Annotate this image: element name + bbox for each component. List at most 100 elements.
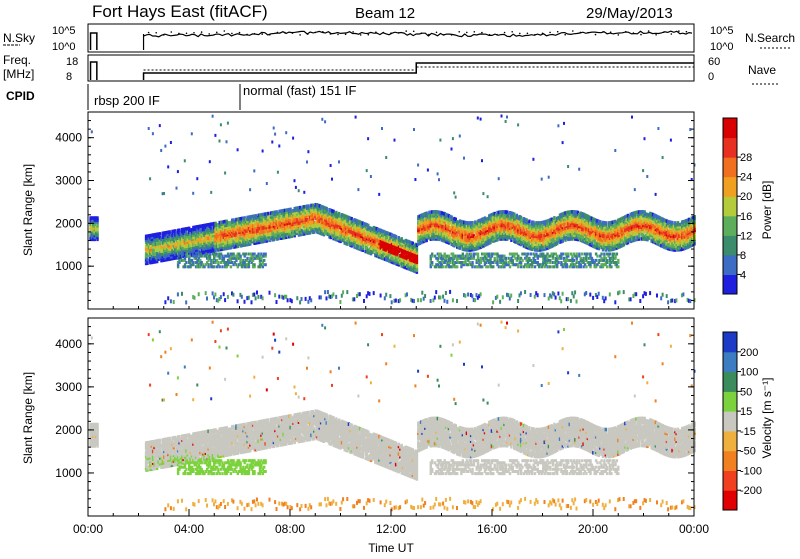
power-cell xyxy=(385,293,387,297)
noise-panel: N.Sky 10^5 10^0 10^5 10^0 N.Search xyxy=(3,24,795,53)
noise-search-point xyxy=(648,30,650,32)
power-cell xyxy=(244,300,246,304)
noise-search-point xyxy=(254,33,256,35)
power-cell xyxy=(330,164,332,167)
power-cell xyxy=(437,172,439,175)
power-cell xyxy=(463,157,465,160)
power-cell xyxy=(505,257,507,260)
power-cell xyxy=(278,145,280,148)
power-cell xyxy=(492,265,494,268)
power-cell xyxy=(557,124,559,127)
power-cell xyxy=(481,159,483,162)
power-cell xyxy=(246,257,248,260)
noise-tick-right-bottom: 10^0 xyxy=(710,41,734,53)
power-cell xyxy=(424,294,426,298)
power-cell xyxy=(224,298,226,302)
power-cell xyxy=(413,299,415,303)
power-cell xyxy=(431,253,433,256)
power-cell xyxy=(149,177,151,180)
power-cell xyxy=(541,178,543,181)
noise-search-point xyxy=(322,31,324,33)
power-cell xyxy=(444,299,446,303)
power-cell xyxy=(530,253,532,256)
freq-unit: [MHz] xyxy=(3,67,34,81)
power-cell xyxy=(567,297,569,301)
power-cell xyxy=(528,220,530,224)
noise-tick-left-bottom: 10^0 xyxy=(52,41,76,53)
power-cell xyxy=(220,123,222,126)
noise-search-point xyxy=(542,33,544,35)
power-cell xyxy=(324,290,326,294)
noise-search-point xyxy=(489,34,491,36)
freq-line xyxy=(91,62,694,80)
power-cell xyxy=(549,265,551,268)
power-cell xyxy=(181,292,183,296)
noise-search-point xyxy=(193,32,195,34)
noise-search-point xyxy=(602,31,604,33)
power-cell xyxy=(452,298,454,302)
power-cell xyxy=(232,293,234,297)
power-cell xyxy=(544,293,546,297)
noise-search-point xyxy=(390,32,392,34)
power-cell xyxy=(512,259,514,262)
power-cell xyxy=(481,265,483,268)
power-cell xyxy=(291,299,293,303)
power-cell xyxy=(307,204,309,208)
power-cell xyxy=(338,160,340,163)
power-cell xyxy=(435,290,437,294)
noise-search-point xyxy=(458,31,460,33)
noise-search-point xyxy=(224,30,226,32)
noise-search-point xyxy=(246,34,248,36)
power-cell xyxy=(505,120,507,123)
power-cell xyxy=(271,141,273,144)
noise-search-point xyxy=(655,34,657,36)
power-cell xyxy=(551,295,553,299)
noise-search-point xyxy=(474,31,476,33)
power-cell xyxy=(253,169,255,172)
power-cell xyxy=(389,294,391,298)
power-cell xyxy=(399,298,401,302)
power-cell xyxy=(294,179,296,182)
noise-search-point xyxy=(337,34,339,36)
power-cell xyxy=(567,165,569,168)
power-cell xyxy=(287,298,289,302)
noise-search-point xyxy=(625,31,627,33)
noise-search-point xyxy=(261,33,263,35)
power-cell xyxy=(524,290,526,294)
power-cell xyxy=(487,195,489,198)
power-cell xyxy=(548,176,550,179)
noise-search-point xyxy=(284,32,286,34)
noise-search-point xyxy=(564,34,566,36)
noise-search-label: N.Search xyxy=(745,31,795,45)
noise-search-point xyxy=(307,33,309,35)
power-cell xyxy=(277,171,279,174)
power-cell xyxy=(278,295,280,299)
power-cell xyxy=(488,253,490,256)
power-cell xyxy=(455,196,457,199)
power-cell xyxy=(353,297,355,301)
noise-search-point xyxy=(428,34,430,36)
power-cell xyxy=(439,296,441,300)
noise-search-point xyxy=(504,32,506,34)
power-cell xyxy=(305,297,307,301)
power-cell xyxy=(192,192,194,195)
power-cell xyxy=(185,300,187,304)
power-cell xyxy=(342,290,344,294)
nave-label: Nave xyxy=(748,63,776,77)
power-cell xyxy=(381,127,383,130)
power-cell xyxy=(176,187,178,190)
power-cell xyxy=(521,259,523,262)
noise-search-point xyxy=(671,33,673,35)
power-cell xyxy=(177,292,179,296)
noise-search-point xyxy=(413,31,415,33)
power-cell xyxy=(232,253,234,256)
power-cell xyxy=(224,172,226,175)
power-cell xyxy=(249,188,251,191)
power-cell xyxy=(159,232,161,236)
power-cell xyxy=(307,300,309,304)
power-cell xyxy=(499,300,501,304)
power-cell xyxy=(562,141,564,144)
power-cell xyxy=(320,295,322,299)
